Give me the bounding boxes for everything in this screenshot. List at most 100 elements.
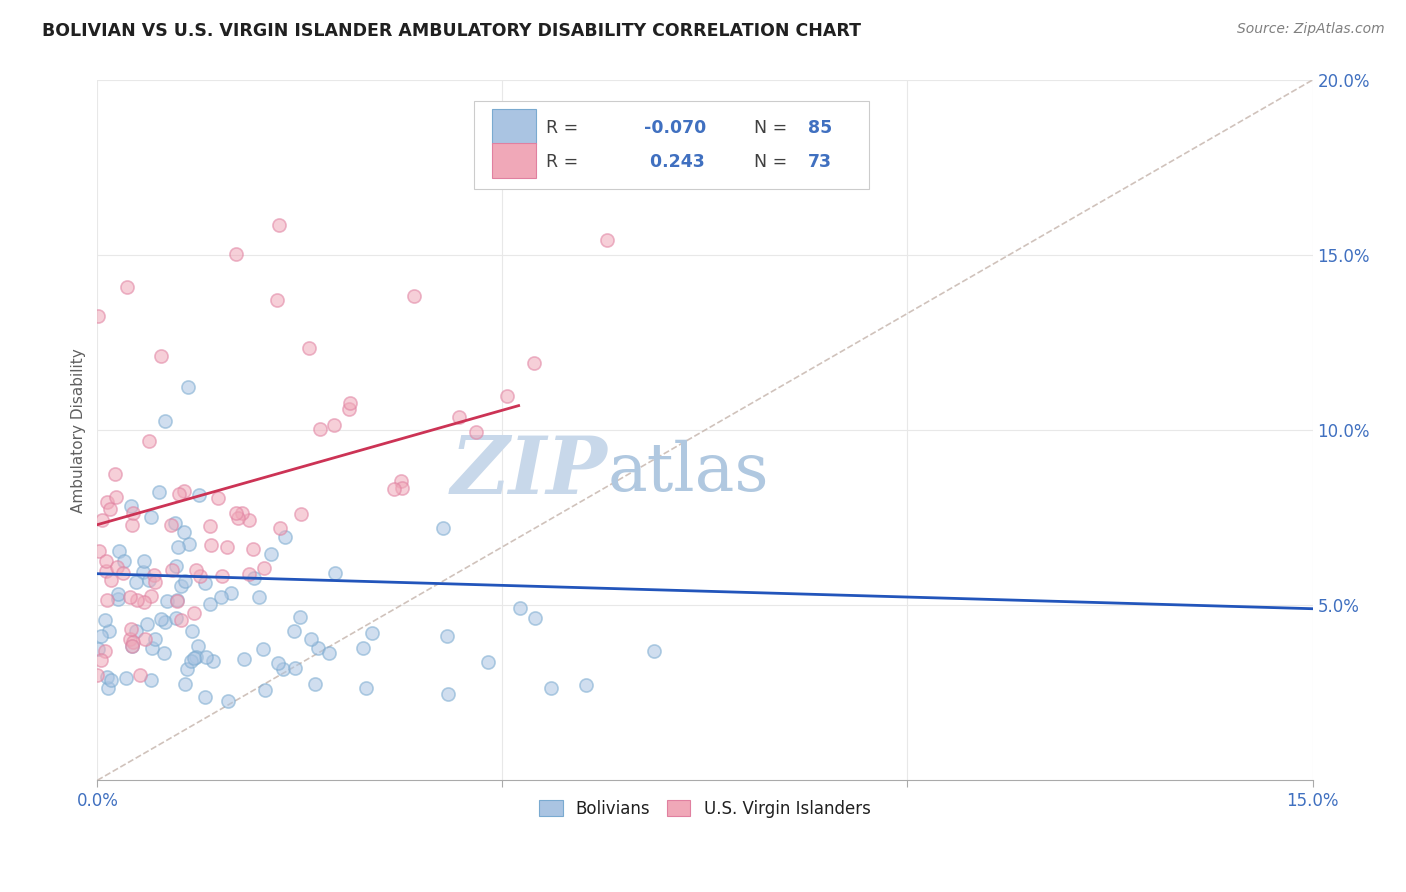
Point (290, 508, 312, 522)
Point (391, 481, 413, 495)
Point (105, 490, 128, 504)
Y-axis label: Ambulatory Disability: Ambulatory Disability (72, 348, 86, 513)
Text: ZIP: ZIP (451, 434, 607, 511)
Point (112, 554, 135, 568)
Point (323, 566, 346, 580)
Point (194, 690, 217, 705)
Point (184, 650, 207, 665)
Point (231, 507, 253, 521)
Point (304, 677, 326, 691)
Point (187, 639, 209, 653)
Point (120, 499, 142, 513)
Point (125, 593, 148, 607)
Point (211, 569, 233, 583)
Point (153, 414, 176, 428)
Point (112, 566, 135, 580)
Point (318, 646, 340, 660)
Point (266, 293, 288, 307)
Point (437, 687, 460, 701)
Point (200, 537, 222, 551)
Point (322, 417, 344, 432)
Point (141, 510, 163, 524)
Point (107, 591, 129, 606)
Point (94, 565, 117, 579)
Point (207, 491, 229, 505)
Point (141, 589, 163, 603)
Point (156, 593, 179, 607)
Point (134, 632, 156, 646)
Point (176, 661, 198, 675)
Point (152, 647, 174, 661)
Text: N =: N = (754, 119, 787, 136)
Point (97, 624, 120, 639)
Point (496, 389, 519, 403)
Point (165, 558, 187, 573)
Point (120, 622, 142, 636)
Point (149, 349, 172, 363)
Point (135, 616, 157, 631)
Point (159, 518, 181, 533)
Point (352, 641, 374, 656)
Point (108, 543, 131, 558)
Point (115, 280, 138, 294)
Point (149, 612, 172, 626)
Point (143, 632, 166, 647)
Point (132, 595, 155, 609)
Point (266, 656, 288, 670)
FancyBboxPatch shape (492, 110, 536, 145)
Point (96, 670, 118, 684)
Point (187, 488, 209, 502)
Point (339, 396, 361, 410)
Point (284, 661, 307, 675)
Point (121, 518, 143, 533)
Point (120, 590, 142, 604)
Point (209, 590, 232, 604)
FancyBboxPatch shape (474, 101, 869, 188)
Point (105, 559, 128, 574)
Point (361, 625, 384, 640)
Point (90, 513, 112, 527)
Point (163, 516, 186, 530)
Point (288, 610, 311, 624)
Point (260, 547, 283, 561)
Point (226, 510, 249, 524)
Point (186, 563, 208, 577)
Point (120, 632, 142, 647)
Point (141, 641, 163, 656)
Point (274, 530, 297, 544)
Point (183, 607, 205, 621)
Point (242, 542, 264, 557)
Point (267, 219, 290, 233)
Point (94, 554, 117, 568)
Point (436, 629, 458, 643)
Point (298, 341, 321, 355)
Text: -0.070: -0.070 (644, 119, 706, 136)
Point (148, 484, 170, 499)
Point (253, 682, 276, 697)
Point (354, 681, 377, 695)
Point (170, 579, 193, 593)
Point (160, 563, 183, 577)
Point (575, 678, 598, 692)
Point (389, 474, 412, 488)
Point (271, 662, 294, 676)
Text: N =: N = (754, 153, 787, 171)
Point (174, 574, 197, 588)
Point (100, 574, 122, 588)
FancyBboxPatch shape (492, 143, 536, 178)
Point (217, 540, 239, 554)
Point (166, 594, 188, 608)
Text: R =: R = (546, 119, 578, 136)
Point (596, 233, 619, 247)
Point (247, 590, 270, 604)
Point (121, 640, 143, 654)
Point (97, 681, 120, 695)
Point (167, 541, 190, 555)
Point (87, 544, 110, 558)
Point (107, 587, 129, 601)
Point (233, 652, 256, 666)
Point (173, 524, 195, 539)
Point (138, 434, 160, 448)
Point (643, 643, 665, 657)
Point (155, 615, 177, 629)
